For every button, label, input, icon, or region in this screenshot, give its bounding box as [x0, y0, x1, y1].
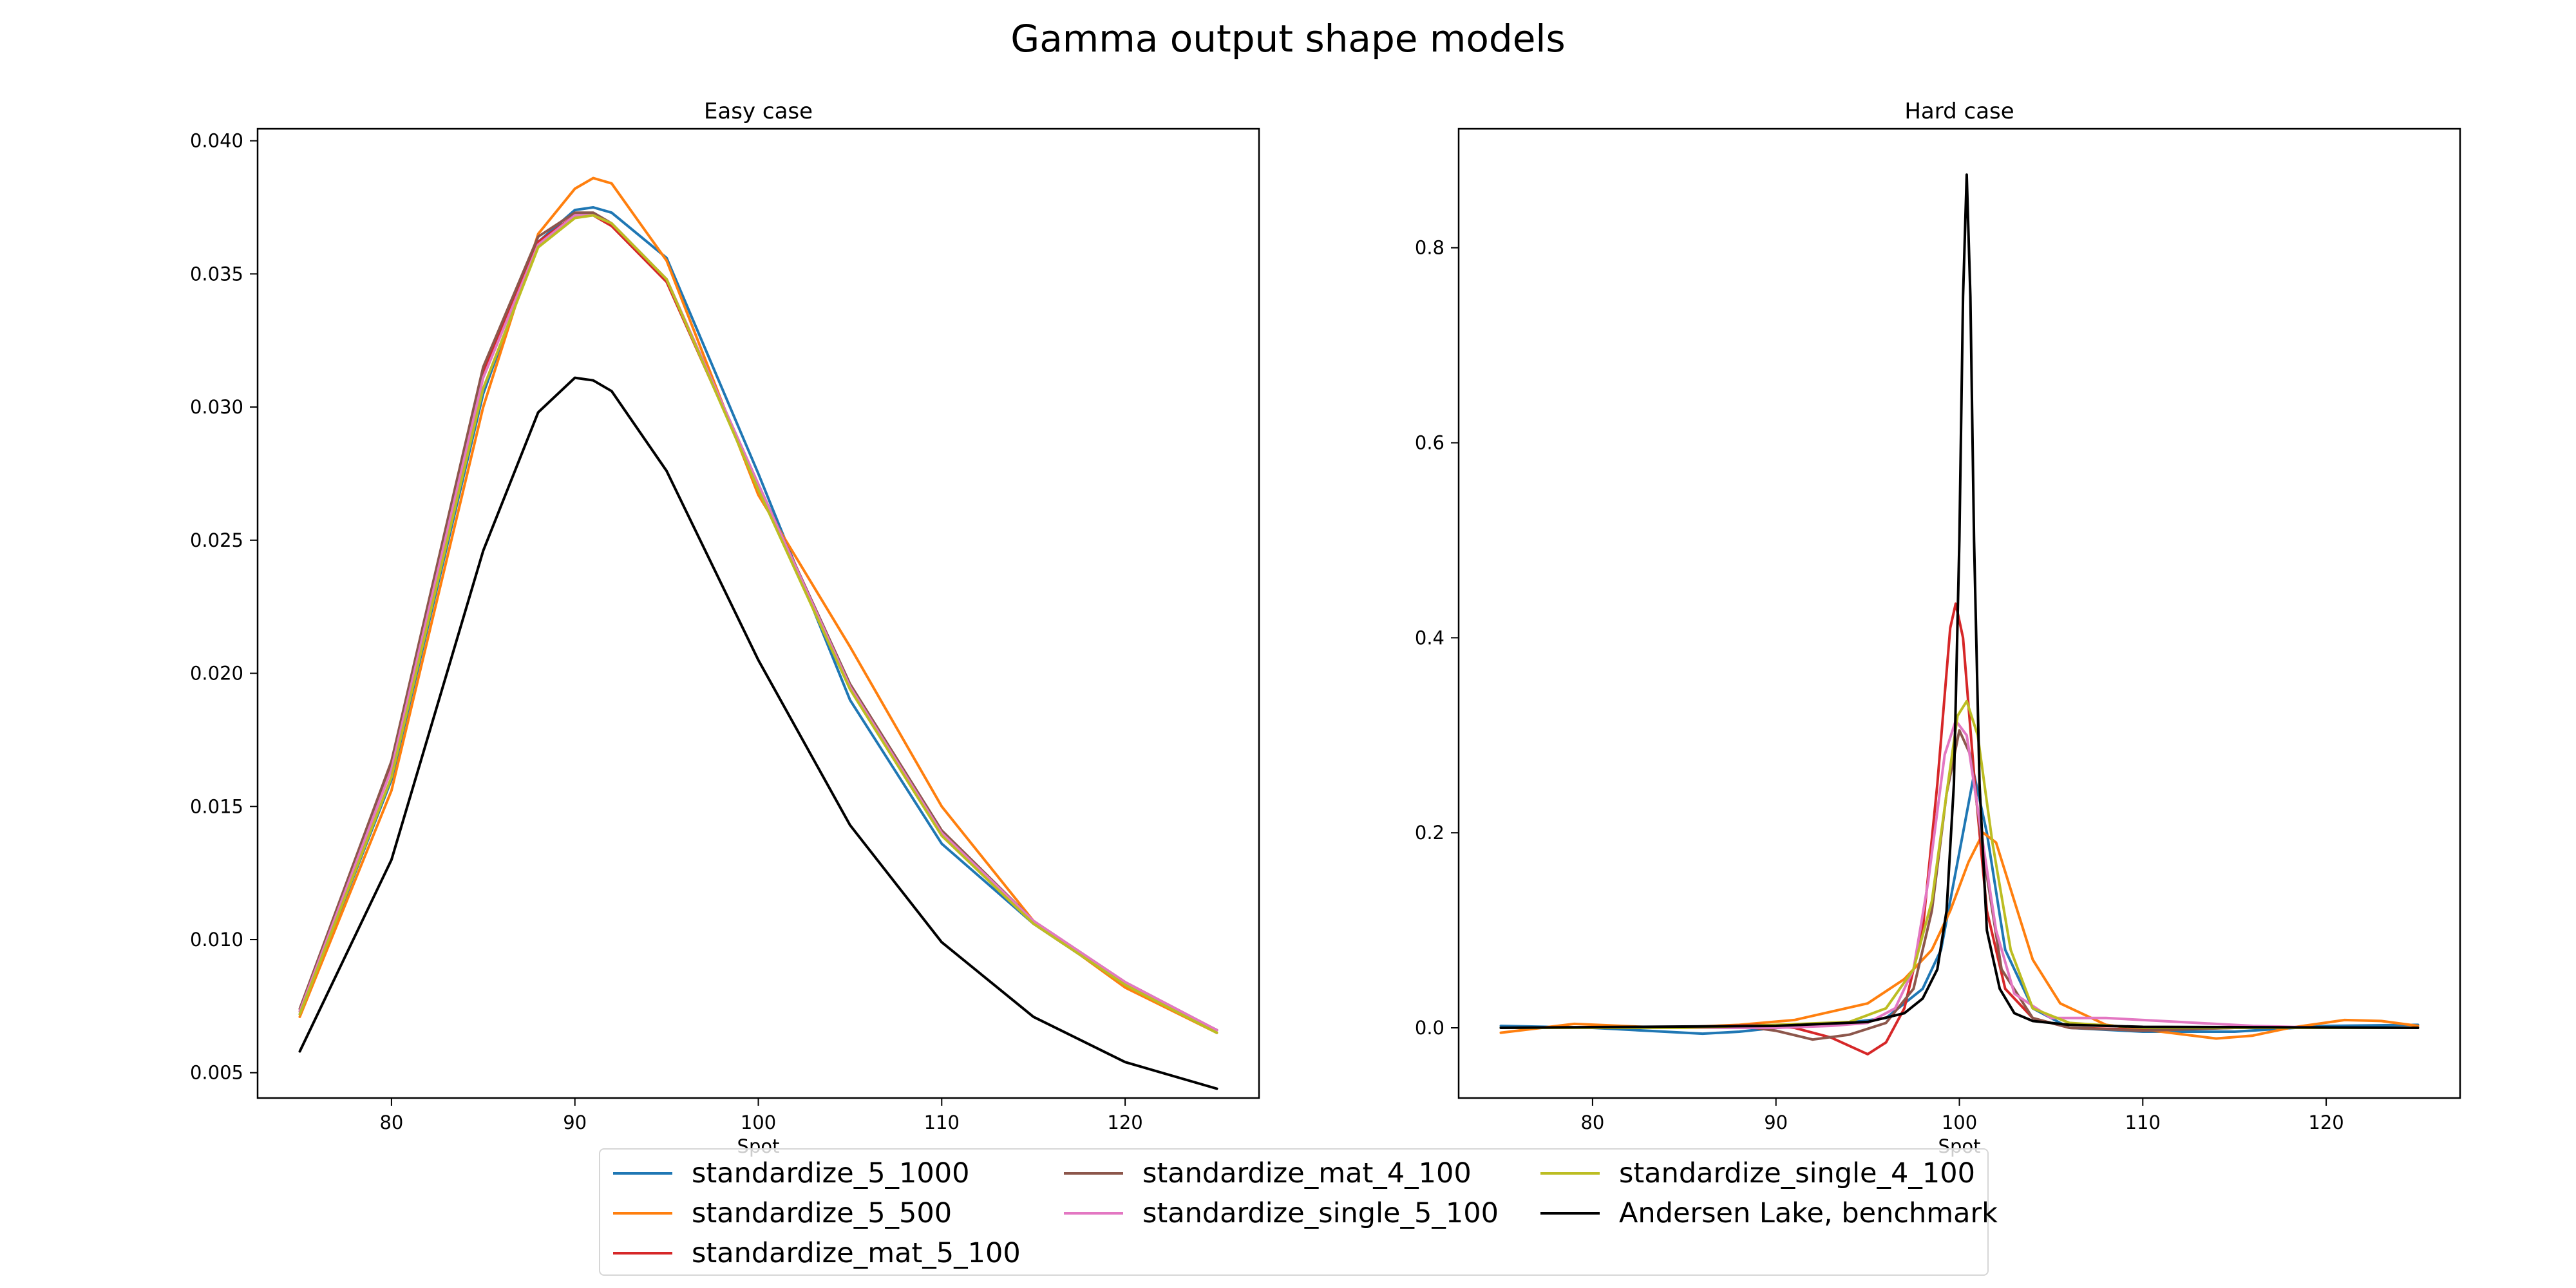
legend-item-standardize-single-4-100: standardize_single_4_100 [1540, 1153, 1975, 1193]
axes-frame [256, 128, 1260, 1099]
series-line-standardize-single-4-100 [298, 214, 1218, 1034]
series-line-standardize-5-1000 [298, 206, 1218, 1032]
y-tick-label: 0.2 [1415, 822, 1444, 844]
series-line-andersen-lake-benchmark [298, 376, 1218, 1090]
series-line-standardize-5-1000 [1499, 773, 2420, 1036]
panel-title: Easy case [704, 99, 813, 124]
x-tick-label: 110 [2125, 1112, 2161, 1133]
x-tick-label: 100 [1942, 1112, 1977, 1133]
legend-label: standardize_mat_4_100 [1142, 1157, 1472, 1189]
x-tick-label: 80 [1580, 1112, 1604, 1133]
series-line-standardize-mat-5-100 [1499, 602, 2420, 1056]
legend-swatch [1540, 1212, 1600, 1215]
y-tick-label: 0.8 [1415, 237, 1444, 259]
y-tick-label: 0.0 [1415, 1017, 1444, 1039]
legend-label: standardize_single_5_100 [1142, 1197, 1499, 1229]
legend-item-andersen-lake-benchmark: Andersen Lake, benchmark [1540, 1193, 1998, 1233]
y-tick-label: 0.015 [190, 795, 243, 817]
x-tick-label: 80 [379, 1112, 403, 1133]
legend-item-standardize-5-1000: standardize_5_1000 [613, 1153, 970, 1193]
y-tick-label: 0.035 [190, 263, 243, 285]
y-tick-label: 0.020 [190, 663, 243, 685]
x-tick-label: 90 [1764, 1112, 1788, 1133]
legend-swatch [1064, 1172, 1123, 1175]
y-tick-label: 0.030 [190, 396, 243, 418]
figure-title: Gamma output shape models [1010, 17, 1565, 61]
legend-item-standardize-single-5-100: standardize_single_5_100 [1064, 1193, 1499, 1233]
series-line-standardize-mat-4-100 [1499, 729, 2420, 1041]
series-line-standardize-mat-4-100 [298, 211, 1218, 1032]
series-line-standardize-single-4-100 [1499, 699, 2420, 1029]
legend-swatch [613, 1212, 672, 1215]
legend-swatch [1064, 1212, 1123, 1215]
legend-label: standardize_5_500 [692, 1197, 952, 1229]
series-lines [1499, 173, 2420, 1056]
legend-item-standardize-mat-5-100: standardize_mat_5_100 [613, 1233, 1021, 1273]
series-line-standardize-mat-5-100 [298, 214, 1218, 1032]
x-tick-label: 120 [1107, 1112, 1142, 1133]
y-tick-label: 0.005 [190, 1062, 243, 1084]
legend-swatch [613, 1172, 672, 1175]
easy-case-panel: Easy case 80 90 100 110 120 0.005 0.010 0.015 0.0… [190, 99, 1260, 1157]
legend-item-standardize-mat-4-100: standardize_mat_4_100 [1064, 1153, 1472, 1193]
y-tick-label: 0.025 [190, 529, 243, 551]
legend-swatch [613, 1252, 672, 1255]
y-tick-label: 0.040 [190, 130, 243, 152]
y-tick-label: 0.4 [1415, 627, 1444, 649]
legend-swatch [1540, 1172, 1600, 1175]
legend-item-standardize-5-500: standardize_5_500 [613, 1193, 952, 1233]
panel-title: Hard case [1904, 99, 2014, 124]
legend-label: standardize_single_4_100 [1619, 1157, 1975, 1189]
series-line-standardize-single-5-100 [1499, 719, 2420, 1029]
legend-label: standardize_5_1000 [692, 1157, 970, 1189]
y-tick-label: 0.6 [1415, 432, 1444, 454]
series-lines [298, 176, 1218, 1090]
series-line-andersen-lake-benchmark [1499, 173, 2420, 1029]
legend-label: standardize_mat_5_100 [692, 1237, 1021, 1269]
x-tick-label: 100 [741, 1112, 776, 1133]
series-line-standardize-single-5-100 [298, 214, 1218, 1032]
series-line-standardize-5-500 [298, 176, 1218, 1034]
x-tick-label: 90 [563, 1112, 587, 1133]
legend: standardize_5_1000 standardize_5_500 stand… [599, 1148, 1998, 1276]
axes-frame [1457, 128, 2461, 1099]
x-tick-label: 120 [2308, 1112, 2344, 1133]
series-line-standardize-5-500 [1499, 831, 2420, 1040]
y-tick-label: 0.010 [190, 929, 243, 951]
x-tick-label: 110 [924, 1112, 960, 1133]
legend-label: Andersen Lake, benchmark [1619, 1197, 1998, 1229]
